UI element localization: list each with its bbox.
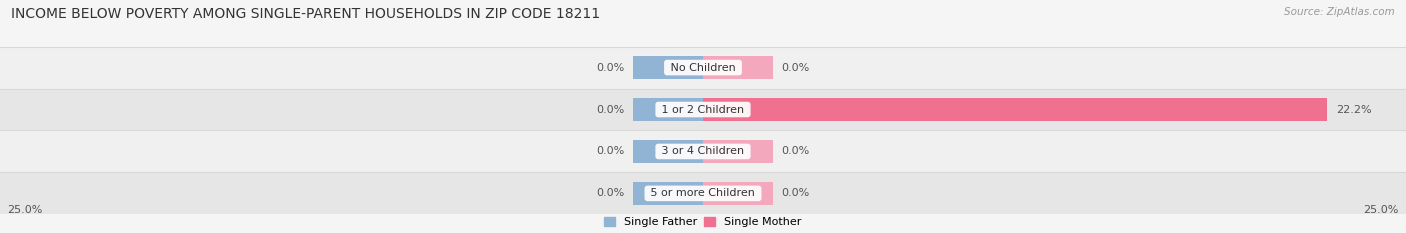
Text: 25.0%: 25.0% [7, 205, 42, 215]
Bar [0, 130, 1406, 172]
Text: 3 or 4 Children: 3 or 4 Children [658, 147, 748, 156]
Bar [703, 98, 1327, 121]
Text: 0.0%: 0.0% [596, 63, 624, 72]
Bar [633, 182, 703, 205]
Text: INCOME BELOW POVERTY AMONG SINGLE-PARENT HOUSEHOLDS IN ZIP CODE 18211: INCOME BELOW POVERTY AMONG SINGLE-PARENT… [11, 7, 600, 21]
Text: No Children: No Children [666, 63, 740, 72]
Text: 22.2%: 22.2% [1336, 105, 1371, 114]
Bar [633, 98, 703, 121]
Bar [703, 182, 773, 205]
Bar [0, 89, 1406, 130]
Bar [0, 172, 1406, 214]
Legend: Single Father, Single Mother: Single Father, Single Mother [605, 217, 801, 227]
Bar [633, 56, 703, 79]
Text: Source: ZipAtlas.com: Source: ZipAtlas.com [1284, 7, 1395, 17]
Text: 25.0%: 25.0% [1364, 205, 1399, 215]
Text: 0.0%: 0.0% [782, 147, 810, 156]
Text: 0.0%: 0.0% [782, 188, 810, 198]
Text: 0.0%: 0.0% [596, 105, 624, 114]
Text: 0.0%: 0.0% [782, 63, 810, 72]
Bar [703, 140, 773, 163]
Bar [633, 140, 703, 163]
Text: 0.0%: 0.0% [596, 188, 624, 198]
Text: 5 or more Children: 5 or more Children [647, 188, 759, 198]
Text: 0.0%: 0.0% [596, 147, 624, 156]
Text: 1 or 2 Children: 1 or 2 Children [658, 105, 748, 114]
Bar [703, 56, 773, 79]
Bar [0, 47, 1406, 89]
